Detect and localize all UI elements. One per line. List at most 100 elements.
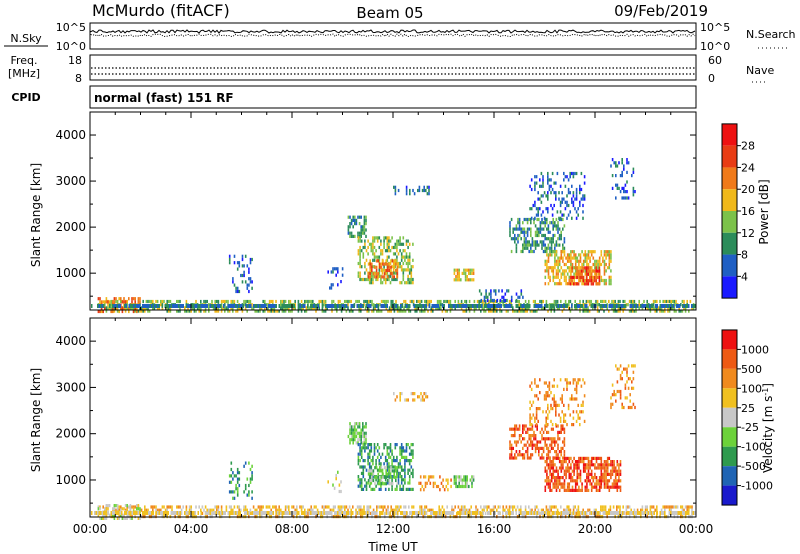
scatter-cell (621, 170, 623, 174)
scatter-cell (541, 446, 543, 450)
scatter-cell (614, 482, 617, 486)
scatter-cell (259, 505, 261, 509)
scatter-cell (562, 482, 564, 486)
scatter-cell (602, 259, 604, 263)
scatter-cell (345, 299, 348, 304)
scatter-cell (136, 507, 138, 511)
scatter-cell (453, 268, 456, 272)
scatter-cell (311, 511, 313, 515)
scatter-cell (582, 279, 585, 283)
scatter-cell (343, 511, 345, 515)
scatter-cell (506, 304, 508, 308)
scatter-cell (649, 511, 651, 515)
scatter-cell (426, 395, 429, 399)
scatter-cell (235, 309, 237, 313)
scatter-cell (394, 443, 397, 447)
scatter-cell (372, 303, 375, 307)
scatter-cell (391, 487, 393, 491)
scatter-cell (626, 511, 628, 515)
scatter-cell (652, 306, 655, 310)
scatter-cell (485, 304, 487, 308)
scatter-cell (464, 511, 466, 515)
scatter-cell (402, 484, 405, 488)
scatter-cell (218, 304, 220, 308)
scatter-cell (370, 281, 373, 285)
scatter-cell (549, 466, 551, 470)
scatter-cell (605, 511, 607, 515)
scatter-cell (399, 239, 401, 243)
scatter-cell (388, 268, 391, 273)
scatter-cell (362, 428, 364, 432)
scatter-cell (358, 215, 361, 219)
scatter-cell (384, 277, 387, 282)
scatter-cell (278, 505, 280, 509)
scatter-cell (469, 511, 471, 515)
scatter-cell (262, 304, 264, 308)
scatter-cell (277, 511, 279, 515)
scatter-cell (534, 424, 537, 428)
nsky-label: N.Sky (10, 32, 42, 45)
scatter-cell (598, 482, 601, 486)
scatter-cell (460, 511, 462, 515)
scatter-cell (358, 299, 360, 304)
scatter-cell (638, 306, 640, 310)
scatter-cell (236, 490, 239, 494)
scatter-cell (602, 463, 604, 467)
scatter-cell (515, 227, 518, 231)
scatter-cell (378, 462, 381, 466)
scatter-cell (555, 403, 557, 407)
x-tick-label: 04:00 (174, 522, 209, 536)
scatter-cell (576, 508, 578, 512)
scatter-cell (397, 471, 400, 475)
scatter-cell (522, 427, 524, 431)
scatter-cell (608, 472, 611, 476)
scatter-cell (238, 261, 241, 265)
y-tick-label: 2000 (55, 220, 86, 234)
scatter-cell (362, 231, 364, 235)
scatter-cell (420, 392, 422, 396)
scatter-cell (112, 309, 114, 314)
scatter-cell (397, 465, 400, 469)
scatter-cell (389, 261, 392, 266)
scatter-cell (594, 476, 596, 480)
scatter-cell (425, 511, 427, 515)
scatter-cell (466, 278, 468, 282)
scatter-cell (547, 423, 549, 427)
scatter-cell (372, 508, 375, 512)
scatter-cell (365, 431, 367, 435)
scatter-cell (626, 161, 628, 165)
scatter-cell (647, 304, 649, 308)
scatter-cell (196, 304, 198, 308)
scatter-cell (560, 460, 563, 464)
colorbar-tick-label: 16 (741, 205, 755, 218)
scatter-cell (94, 511, 96, 515)
scatter-cell (400, 478, 403, 482)
scatter-cell (581, 275, 583, 280)
scatter-cell (550, 446, 553, 450)
scatter-cell (575, 304, 577, 308)
scatter-cell (360, 239, 363, 243)
scatter-cell (246, 477, 249, 481)
scatter-cell (683, 508, 685, 512)
scatter-cell (225, 299, 228, 304)
scatter-cell (359, 449, 361, 453)
scatter-cell (553, 203, 555, 208)
scatter-cell (694, 304, 696, 308)
scatter-cell (673, 309, 676, 313)
scatter-cell (305, 306, 308, 310)
scatter-cell (396, 275, 399, 279)
scatter-cell (589, 275, 591, 280)
scatter-cell (254, 309, 256, 313)
scatter-cell (512, 427, 514, 431)
scatter-cell (407, 239, 409, 243)
scatter-cell (560, 299, 562, 304)
scatter-cell (584, 466, 587, 470)
scatter-cell (554, 450, 556, 454)
scatter-cell (184, 306, 186, 310)
scatter-cell (536, 309, 538, 313)
scatter-cell (408, 462, 411, 466)
scatter-cell (558, 227, 561, 231)
scatter-cell (520, 289, 523, 293)
scatter-cell (113, 300, 116, 304)
scatter-cell (610, 476, 612, 480)
